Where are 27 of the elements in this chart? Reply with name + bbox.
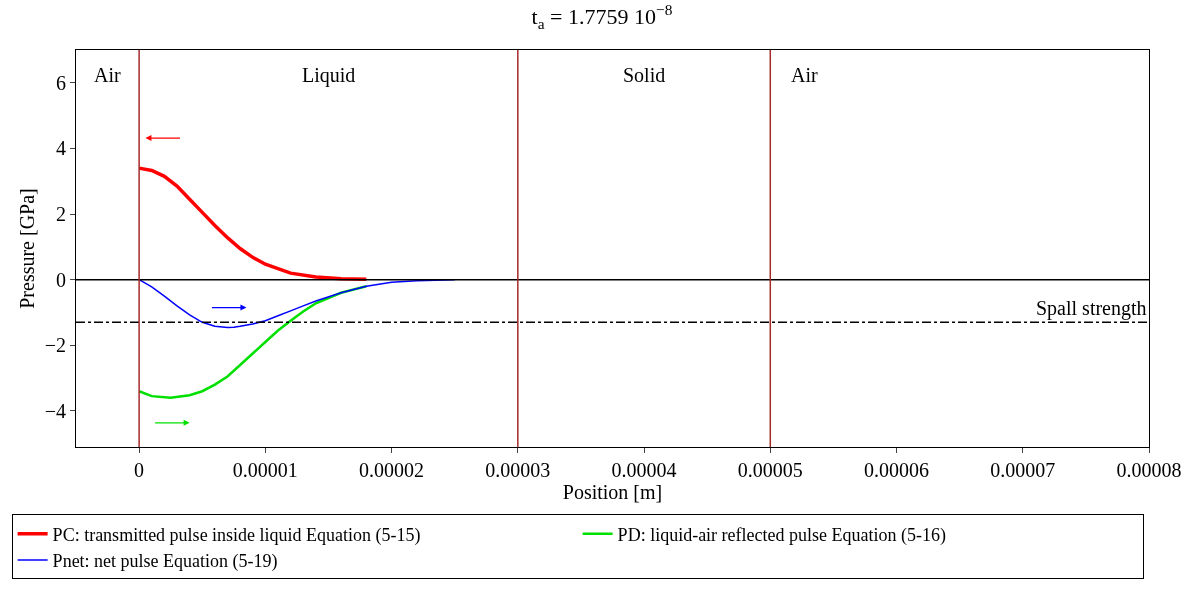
x-tick-label: 0.00004 xyxy=(611,459,677,481)
y-tick-label: −4 xyxy=(44,399,66,422)
y-tick-label: 2 xyxy=(56,203,66,226)
y-tick-label: 0 xyxy=(56,268,66,291)
y-axis-title: Pressure [GPa] xyxy=(16,188,39,309)
legend-label: Pnet: net pulse Equation (5-19) xyxy=(52,551,278,573)
x-tick-label: 0.00006 xyxy=(864,459,930,481)
annotation: Air xyxy=(791,64,818,86)
legend-label: PC: transmitted pulse inside liquid Equation (5-15) xyxy=(52,524,421,546)
ref-line-label: Spall strength xyxy=(1036,297,1147,320)
legend-label: PD: liquid-air reflected pulse Equation (5-16) xyxy=(617,524,947,546)
x-tick-label: 0.00005 xyxy=(737,459,803,481)
chart-title: t$_{a}$ = 1.7759 10$^{−8}$ xyxy=(531,1,673,32)
annotation: Air xyxy=(94,64,121,86)
y-tick-label: 4 xyxy=(56,137,66,160)
x-axis-title: Position [m] xyxy=(562,481,663,503)
x-tick-label: 0.00002 xyxy=(359,459,425,481)
x-tick-label: 0.00003 xyxy=(485,459,551,481)
line-series xyxy=(137,166,369,282)
y-tick-label: 6 xyxy=(56,71,66,94)
x-tick-label: 0 xyxy=(134,459,145,481)
y-tick-label: −2 xyxy=(44,334,66,357)
annotation: Liquid xyxy=(302,64,356,87)
x-tick-label: 0.00001 xyxy=(232,459,298,481)
x-tick-label: 0.00007 xyxy=(990,459,1056,481)
annotation: Solid xyxy=(623,64,666,86)
x-tick-label: 0.00008 xyxy=(1116,459,1182,481)
